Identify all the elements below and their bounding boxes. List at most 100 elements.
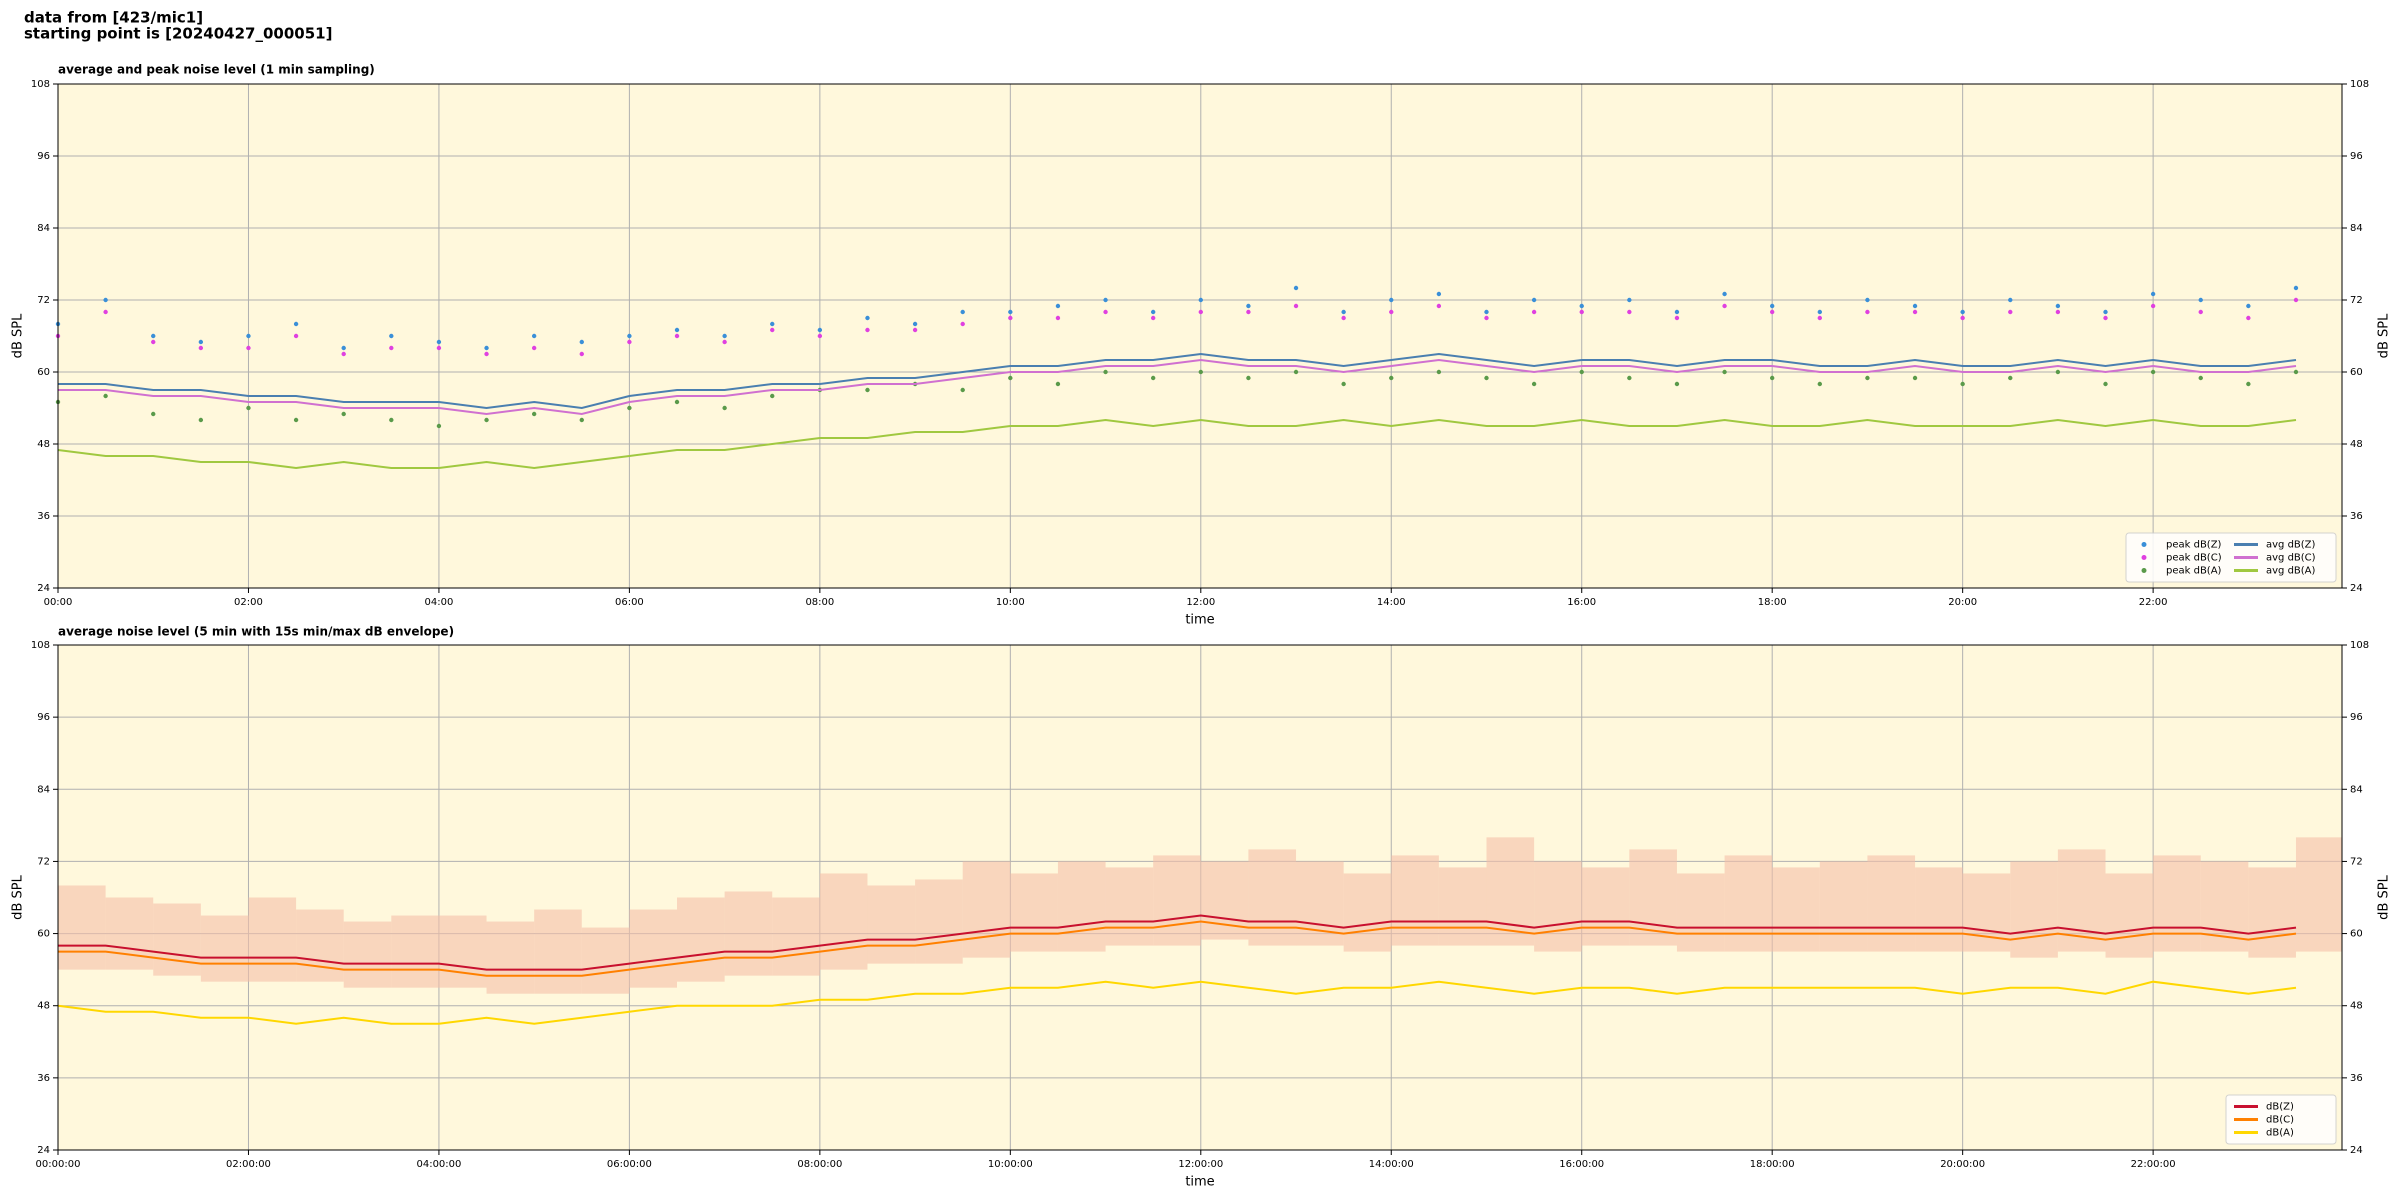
- envelope-band: [724, 891, 773, 976]
- peak-point: [2293, 285, 2299, 291]
- envelope-band: [343, 921, 392, 988]
- y2-axis-label: dB SPL: [2377, 313, 2392, 358]
- envelope-band: [1153, 855, 1201, 946]
- envelope-band: [2248, 867, 2296, 958]
- peak-point: [1579, 309, 1584, 315]
- peak-point: [1246, 309, 1251, 315]
- peak-point: [722, 405, 727, 411]
- y2-tick-label: 60: [2350, 367, 2363, 378]
- legend-label: dB(C): [2266, 1115, 2294, 1126]
- peak-point: [1389, 297, 1394, 303]
- peak-point: [1055, 303, 1061, 309]
- peak-point: [1769, 375, 1775, 381]
- peak-point: [1674, 381, 1680, 387]
- y-tick-label: 60: [37, 367, 50, 378]
- y2-tick-label: 24: [2350, 1145, 2363, 1156]
- y-tick-label: 60: [37, 929, 50, 940]
- series-line: [57, 980, 2297, 1025]
- y2-axis-label: dB SPL: [2377, 874, 2392, 919]
- peak-point: [1912, 309, 1918, 315]
- envelope-band: [1105, 867, 1154, 946]
- series-line: [58, 914, 2297, 971]
- peak-point: [1436, 291, 1442, 297]
- x-tick-label: 08:00: [805, 597, 834, 608]
- peak-point: [1627, 309, 1632, 315]
- peak-point: [246, 405, 251, 411]
- peak-point: [1341, 309, 1346, 315]
- x-tick-label: 18:00: [1758, 597, 1787, 608]
- peak-point: [1674, 315, 1680, 321]
- y-tick-label: 48: [37, 1001, 50, 1012]
- peak-point: [1341, 381, 1346, 387]
- peak-point: [293, 321, 299, 327]
- envelope-band: [772, 897, 820, 976]
- envelope-band: [391, 915, 439, 988]
- envelope-band: [1867, 855, 1916, 952]
- y2-tick-label: 24: [2350, 583, 2363, 594]
- peak-point: [1055, 381, 1061, 387]
- chart-title: average and peak noise level (1 min samp…: [58, 63, 375, 77]
- peak-point: [579, 417, 584, 423]
- peak-point: [817, 333, 823, 339]
- peak-point: [1817, 381, 1823, 387]
- peak-point: [865, 327, 870, 333]
- legend-box: [2125, 532, 2337, 583]
- peak-point: [1389, 375, 1394, 381]
- peak-point: [579, 351, 584, 357]
- envelope-band: [915, 879, 963, 964]
- peak-point: [770, 321, 775, 327]
- peak-point: [627, 339, 632, 345]
- y2-tick-label: 108: [2350, 79, 2369, 90]
- peak-point: [1198, 369, 1203, 375]
- y-tick-label: 96: [37, 151, 50, 162]
- peak-point: [817, 327, 823, 333]
- x-tick-label: 02:00:00: [226, 1159, 271, 1170]
- peak-point: [1008, 315, 1013, 321]
- peak-point: [2150, 369, 2156, 375]
- peak-point: [2198, 309, 2203, 315]
- y2-tick-label: 84: [2350, 784, 2363, 795]
- envelope-band: [629, 909, 678, 988]
- peak-point: [1484, 315, 1489, 321]
- peak-point: [103, 309, 108, 315]
- envelope-band: [2105, 873, 2154, 958]
- x-tick-label: 20:00:00: [1940, 1159, 1985, 1170]
- peak-point: [2198, 375, 2203, 381]
- peak-point: [1865, 297, 1870, 303]
- peak-point: [770, 393, 775, 399]
- y2-tick-label: 48: [2350, 439, 2363, 450]
- envelope-band: [2295, 837, 2342, 952]
- peak-point: [389, 417, 394, 423]
- peak-point: [2103, 309, 2108, 315]
- legend-label: avg dB(C): [2266, 553, 2316, 564]
- y2-tick-label: 36: [2350, 511, 2363, 522]
- x-tick-label: 10:00: [996, 597, 1025, 608]
- peak-point: [674, 327, 680, 333]
- peak-point: [1817, 315, 1823, 321]
- peak-point: [2198, 297, 2203, 303]
- peak-point: [627, 405, 632, 411]
- legend-label: avg dB(Z): [2266, 540, 2316, 551]
- header-start: starting point is [20240427_000051]: [24, 25, 332, 43]
- legend-marker: [2141, 568, 2147, 573]
- peak-point: [1436, 303, 1442, 309]
- peak-point: [1865, 375, 1870, 381]
- peak-point: [1246, 375, 1251, 381]
- peak-point: [151, 333, 156, 339]
- peak-point: [1436, 369, 1442, 375]
- peak-point: [1484, 309, 1489, 315]
- peak-point: [103, 393, 108, 399]
- peak-point: [246, 333, 251, 339]
- y-tick-label: 24: [37, 1145, 50, 1156]
- envelope-band: [58, 885, 106, 970]
- envelope-band: [1200, 861, 1249, 940]
- envelope-band: [677, 897, 725, 982]
- peak-point: [2055, 303, 2061, 309]
- peak-point: [2150, 303, 2156, 309]
- y2-tick-label: 36: [2350, 1073, 2363, 1084]
- peak-point: [1389, 309, 1394, 315]
- legend-label: avg dB(A): [2266, 566, 2316, 577]
- peak-point: [2103, 381, 2108, 387]
- peak-point: [1484, 375, 1489, 381]
- x-tick-label: 12:00:00: [1178, 1159, 1223, 1170]
